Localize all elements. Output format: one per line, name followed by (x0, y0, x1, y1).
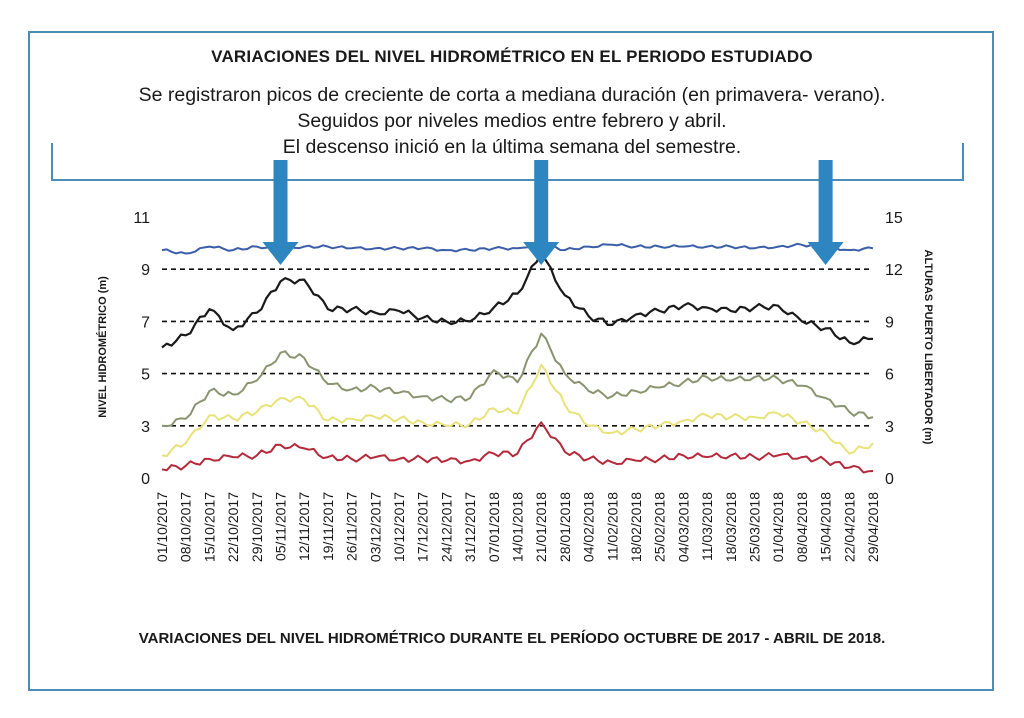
x-tick-label: 29/04/2018 (865, 492, 881, 562)
x-tick-label: 04/03/2018 (675, 492, 691, 562)
series-line-black (161, 252, 874, 349)
header-bracket (51, 143, 964, 181)
header-title: VARIACIONES DEL NIVEL HIDROMÉTRICO EN EL… (211, 47, 813, 66)
x-tick-label: 14/01/2018 (510, 492, 526, 562)
y2-tick-label: 0 (885, 471, 894, 488)
y2-tick-label: 12 (885, 262, 903, 279)
y2-tick-label: 15 (885, 210, 903, 227)
x-tick-label: 24/12/2017 (438, 492, 454, 562)
description-line-2: Seguidos por niveles medios entre febrer… (297, 110, 727, 132)
down-arrow-icon (262, 160, 299, 265)
x-tick-label: 18/03/2018 (723, 492, 739, 562)
x-tick-label: 21/01/2018 (533, 492, 549, 562)
chart-caption: VARIACIONES DEL NIVEL HIDROMÉTRICO DURAN… (138, 630, 886, 647)
x-tick-label: 15/10/2017 (201, 492, 217, 562)
x-tick-label: 17/12/2017 (415, 492, 431, 562)
x-tick-label: 05/11/2017 (273, 492, 289, 561)
x-tick-label: 22/04/2018 (841, 492, 857, 562)
x-tick-label: 22/10/2017 (225, 492, 241, 562)
y-tick-label: 7 (141, 314, 150, 331)
y-tick-label: 0 (141, 471, 150, 488)
series-line-yellow (161, 363, 874, 458)
x-tick-label: 28/01/2018 (557, 492, 573, 562)
x-tick-label: 08/10/2017 (178, 492, 194, 562)
y2-tick-label: 9 (885, 314, 894, 331)
down-arrow-icon (807, 160, 844, 265)
x-tick-label: 08/04/2018 (794, 492, 810, 562)
x-tick-label: 31/12/2017 (462, 492, 478, 562)
x-tick-label: 01/10/2017 (154, 492, 170, 562)
y-tick-label: 3 (141, 419, 150, 436)
description-line-3: El descenso inició en la última semana d… (282, 136, 742, 158)
x-tick-label: 11/03/2018 (699, 492, 715, 561)
y2-axis-title: ALTURAS PUERTO LIBERTADOR (m) (922, 250, 934, 445)
x-tick-label: 19/11/2017 (320, 492, 336, 561)
x-tick-label: 29/10/2017 (249, 492, 265, 562)
x-tick-label: 15/04/2018 (818, 492, 834, 562)
x-tick-label: 12/11/2017 (296, 492, 312, 561)
x-tick-label: 10/12/2017 (391, 492, 407, 562)
x-tick-label: 25/03/2018 (747, 492, 763, 562)
y-tick-label: 9 (141, 262, 150, 279)
series-line-olive (161, 332, 874, 428)
outer-frame (28, 31, 994, 691)
x-tick-label: 26/11/2017 (344, 492, 360, 561)
y2-tick-label: 3 (885, 419, 894, 436)
y-tick-label: 5 (141, 367, 150, 384)
x-tick-label: 01/04/2018 (770, 492, 786, 562)
x-tick-label: 04/02/2018 (581, 492, 597, 562)
y2-tick-label: 6 (885, 367, 894, 384)
x-tick-label: 11/02/2018 (604, 492, 620, 561)
y-axis-title: NIVEL HIDROMÉTRICO (m) (96, 276, 109, 418)
x-tick-label: 25/02/2018 (652, 492, 668, 562)
x-tick-label: 18/02/2018 (628, 492, 644, 562)
down-arrow-icon (523, 160, 560, 265)
description-line-1: Se registraron picos de creciente de cor… (138, 84, 886, 106)
series-line-red (161, 421, 874, 474)
x-tick-label: 03/12/2017 (367, 492, 383, 562)
x-tick-label: 07/01/2018 (486, 492, 502, 562)
y-tick-label: 11 (133, 210, 150, 227)
